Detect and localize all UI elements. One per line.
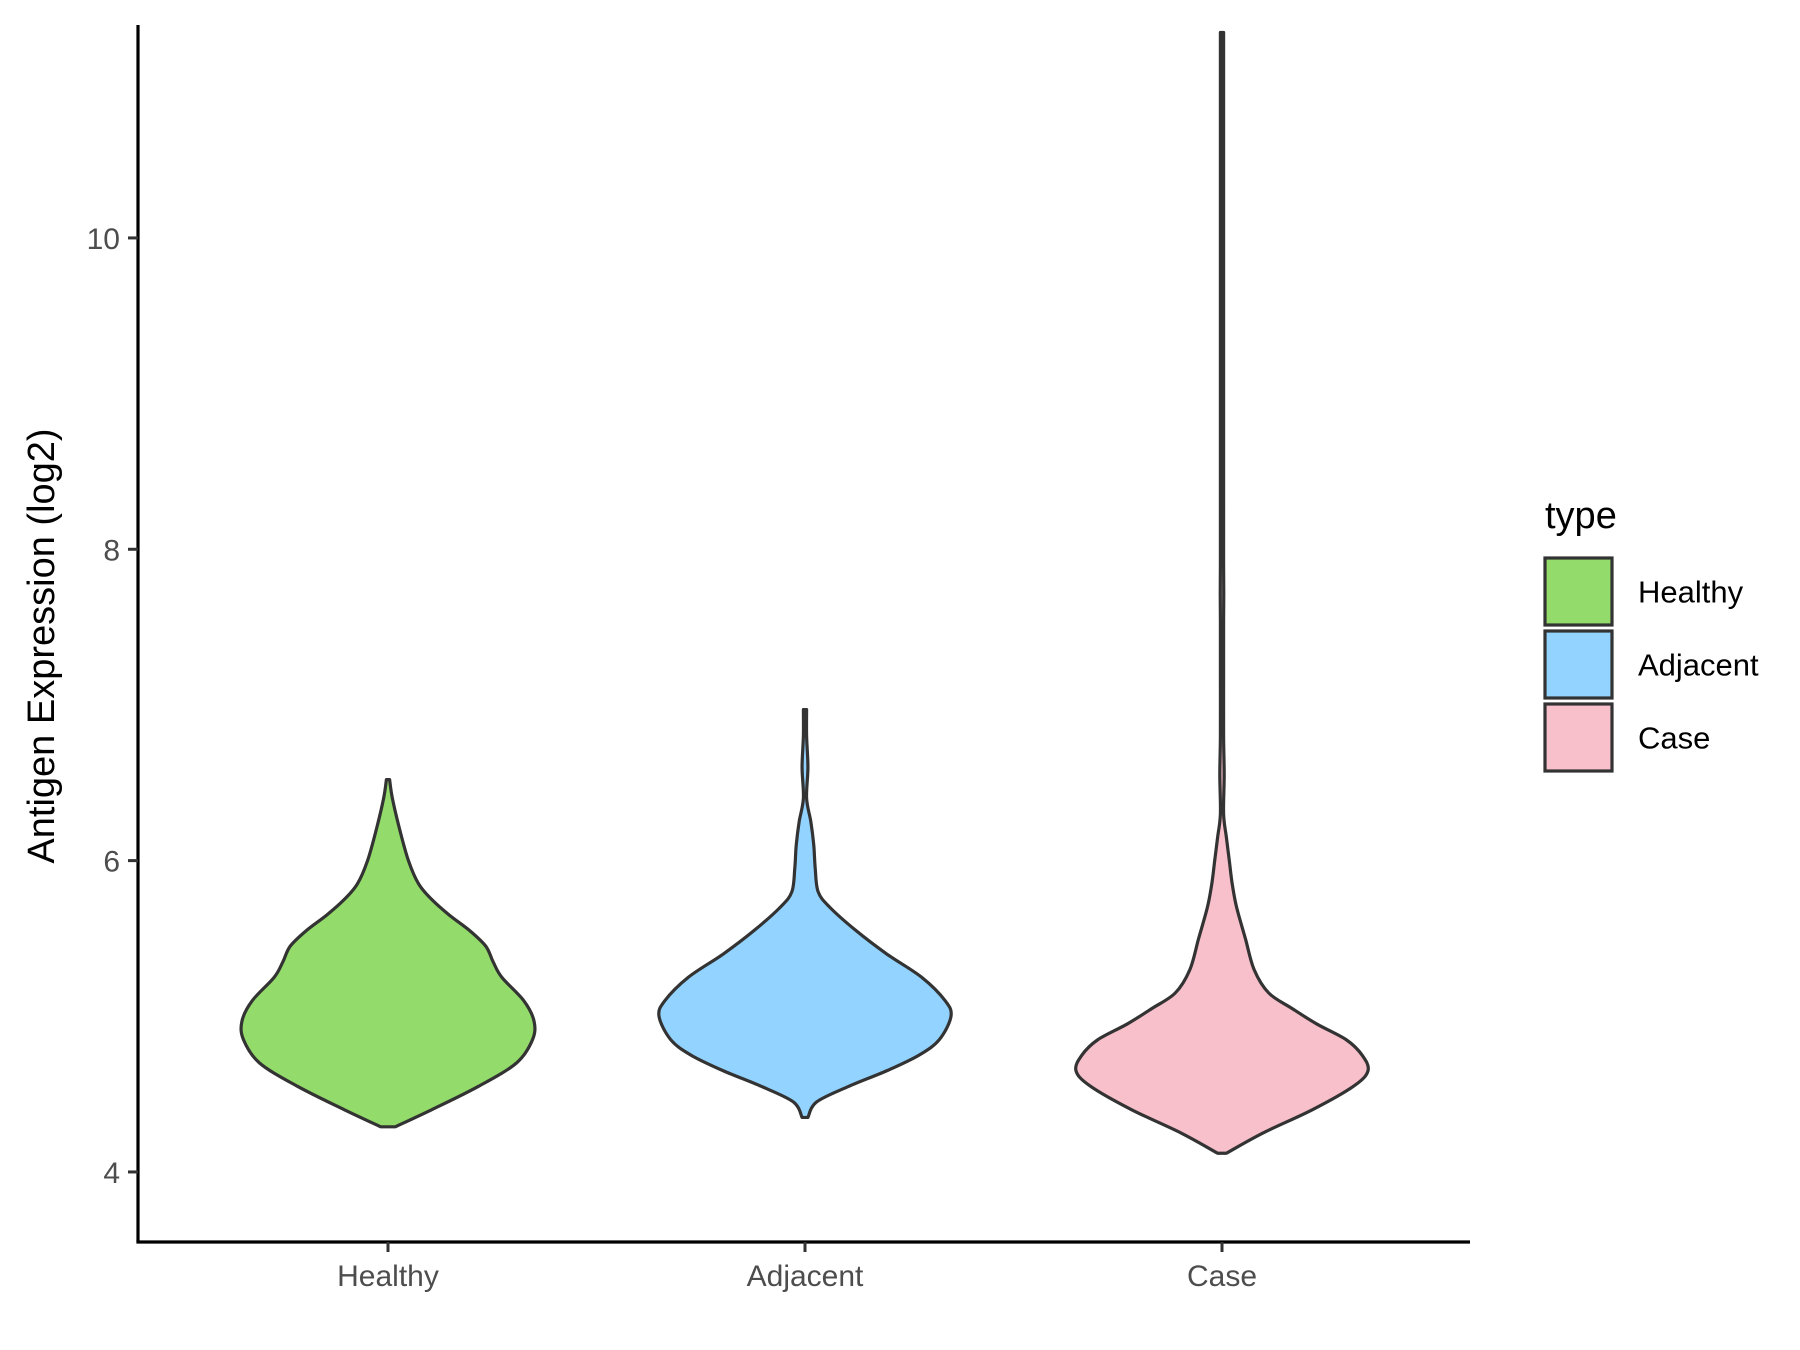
x-tick-label: Healthy [337,1260,439,1293]
legend-key-case [1543,702,1614,773]
legend-key-healthy [1543,556,1614,627]
axes-layer: 4 6 8 10 Healthy Adjacent Case Antigen Expressi… [21,25,1470,1293]
y-tick-label: 6 [103,846,120,879]
violin-healthy [239,778,537,1129]
violins-layer [239,30,1370,1155]
legend-label-case: Case [1638,721,1710,756]
legend-key-adjacent [1543,629,1614,700]
y-tick-label: 8 [103,534,120,567]
y-axis-title: Antigen Expression (log2) [21,428,63,863]
violin-case [1074,30,1370,1155]
legend-label-adjacent: Adjacent [1638,648,1759,683]
x-tick-label: Case [1187,1260,1257,1293]
violin-adjacent [657,708,953,1120]
x-tick-label: Adjacent [747,1260,864,1293]
legend-title: type [1545,495,1617,537]
y-tick-label: 4 [103,1157,120,1190]
y-tick-label: 10 [87,223,120,256]
legend: type Healthy Adjacent Case [1543,495,1759,773]
legend-label-healthy: Healthy [1638,575,1744,610]
